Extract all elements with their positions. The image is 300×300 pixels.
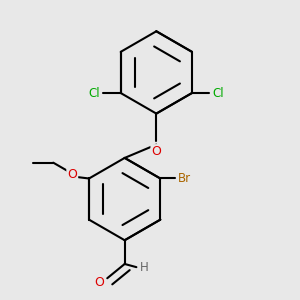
Text: O: O bbox=[95, 275, 105, 289]
Text: Cl: Cl bbox=[212, 86, 224, 100]
Text: O: O bbox=[67, 168, 77, 181]
Text: Br: Br bbox=[178, 172, 190, 185]
Text: Cl: Cl bbox=[88, 86, 100, 100]
Text: O: O bbox=[152, 145, 161, 158]
Text: H: H bbox=[140, 261, 149, 274]
